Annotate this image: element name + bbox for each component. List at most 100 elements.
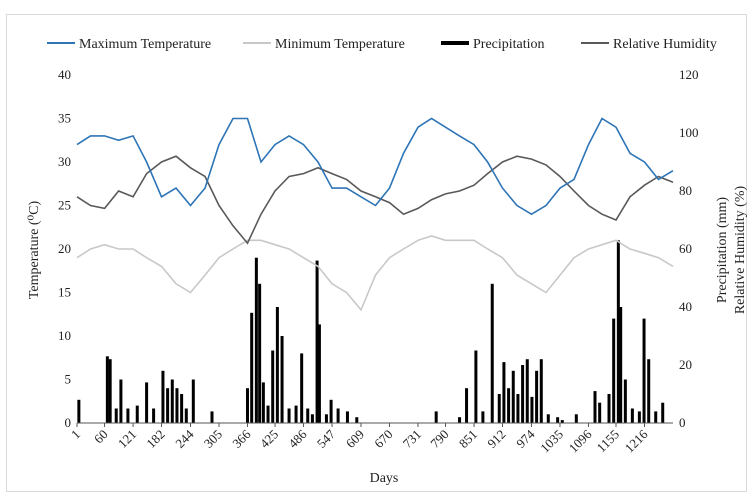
x-tick-label: 305 — [201, 427, 225, 451]
precipitation-bar — [465, 388, 469, 423]
y2-tick-label: 60 — [679, 241, 692, 256]
climate-chart: Maximum Temperature Minimum Temperature Pr… — [27, 37, 748, 486]
precipitation-bar — [126, 408, 130, 423]
x-tick-label: 851 — [456, 427, 480, 451]
precipitation-bar — [275, 307, 279, 423]
precipitation-bar — [166, 388, 170, 423]
precipitation-bar — [329, 399, 333, 423]
precipitation-bar — [502, 362, 506, 423]
x-tick-label: 244 — [172, 426, 197, 451]
legend-item-relative-humidity: Relative Humidity — [581, 37, 717, 52]
precipitation-bar — [511, 370, 515, 423]
x-tick-label: 731 — [400, 427, 424, 451]
legend-label-minimum-temperature: Minimum Temperature — [275, 37, 405, 52]
x-tick-label: 1155 — [593, 427, 622, 456]
series-layer — [76, 117, 674, 423]
minimum-temperature-line — [76, 235, 674, 312]
precipitation-bar — [280, 336, 284, 423]
y-tick-label: 35 — [58, 111, 71, 126]
precipitation-bar — [607, 394, 611, 423]
x-tick-label: 974 — [513, 426, 538, 451]
x-tick-label: 1035 — [537, 427, 566, 456]
chart-legend: Maximum Temperature Minimum Temperature Pr… — [47, 37, 717, 52]
legend-label-relative-humidity: Relative Humidity — [613, 37, 717, 52]
precipitation-bar — [250, 312, 254, 423]
precipitation-bar — [135, 405, 139, 423]
precipitation-bar — [623, 379, 627, 423]
precipitation-bar — [630, 408, 634, 423]
precipitation-series — [77, 240, 665, 423]
precipitation-bar — [184, 408, 188, 423]
precipitation-bar — [434, 411, 438, 423]
precipitation-bar — [525, 359, 529, 423]
y2-tick-label: 80 — [679, 183, 692, 198]
precipitation-bar — [315, 260, 319, 423]
x-tick-label: 1096 — [566, 426, 595, 455]
precipitation-bar — [261, 382, 265, 423]
precipitation-bar — [170, 379, 174, 423]
x-tick-label: 121 — [115, 427, 139, 451]
precipitation-bar — [180, 394, 184, 423]
precipitation-bar — [152, 408, 156, 423]
precipitation-bar — [161, 370, 165, 423]
precipitation-bar — [593, 391, 597, 423]
y-tick-label: 5 — [65, 372, 72, 387]
x-axis-title: Days — [370, 471, 399, 486]
precipitation-bar — [539, 359, 543, 423]
precipitation-bar — [258, 283, 262, 423]
precipitation-bar — [114, 408, 118, 423]
precipitation-bar — [294, 405, 298, 423]
precipitation-bar — [245, 388, 249, 423]
precipitation-bar — [306, 408, 310, 423]
precipitation-bar — [287, 408, 291, 423]
y2-axis-title-precipitation: Precipitation (mm) — [715, 197, 730, 303]
precipitation-bar — [324, 414, 328, 423]
precipitation-bar — [574, 414, 578, 423]
precipitation-bar — [317, 324, 321, 423]
precipitation-bar — [474, 350, 478, 423]
y2-tick-label: 0 — [679, 415, 686, 430]
precipitation-bar — [77, 399, 81, 423]
precipitation-bar — [637, 411, 641, 423]
maximum-temperature-line — [76, 117, 674, 216]
x-tick-label: 790 — [427, 427, 451, 451]
precipitation-bar — [619, 307, 623, 423]
x-tick-label: 1216 — [622, 426, 651, 455]
x-tick-label: 486 — [285, 426, 310, 451]
precipitation-bar — [654, 411, 658, 423]
x-tick-label: 912 — [484, 427, 508, 451]
chart-frame: Maximum Temperature Minimum Temperature Pr… — [6, 14, 748, 492]
x-tick-label: 425 — [257, 427, 281, 451]
precipitation-bar — [105, 356, 109, 423]
y-axis-title: Temperature (⁰C) — [27, 201, 42, 300]
x-tick-label: 547 — [314, 426, 339, 451]
y2-tick-label: 120 — [679, 67, 699, 82]
y-tick-label: 30 — [58, 154, 71, 169]
precipitation-bar — [119, 379, 123, 423]
y-tick-label: 0 — [65, 415, 72, 430]
precipitation-bar — [300, 353, 304, 423]
legend-item-minimum-temperature: Minimum Temperature — [243, 37, 405, 52]
precipitation-bar — [481, 411, 485, 423]
precipitation-bar — [560, 420, 564, 423]
precipitation-bar — [598, 402, 602, 423]
precipitation-bar — [556, 417, 560, 423]
x-tick-label: 1 — [68, 427, 83, 442]
precipitation-bar — [145, 382, 149, 423]
x-tick-label: 670 — [371, 427, 395, 451]
precipitation-bar — [521, 365, 525, 423]
precipitation-bar — [191, 379, 195, 423]
precipitation-bar — [336, 408, 340, 423]
precipitation-bar — [642, 318, 646, 423]
legend-item-precipitation: Precipitation — [441, 37, 545, 52]
precipitation-bar — [516, 394, 520, 423]
legend-label-precipitation: Precipitation — [473, 37, 545, 52]
precipitation-bar — [210, 411, 214, 423]
y2-tick-label: 20 — [679, 357, 692, 372]
precipitation-bar — [175, 388, 179, 423]
precipitation-bar — [661, 402, 665, 423]
precipitation-bar — [530, 396, 534, 423]
legend-label-maximum-temperature: Maximum Temperature — [79, 37, 211, 52]
precipitation-bar — [647, 359, 651, 423]
precipitation-bar — [458, 417, 462, 423]
